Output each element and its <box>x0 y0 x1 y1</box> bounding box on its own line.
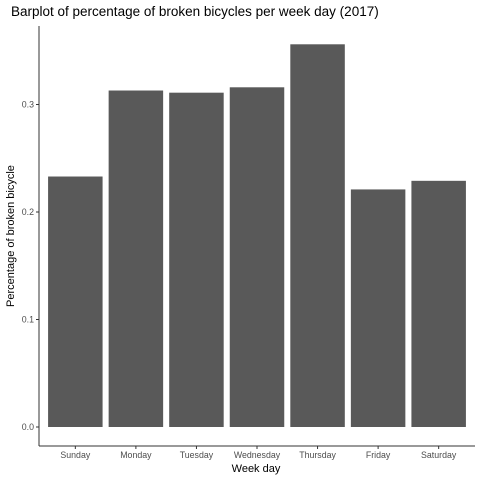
bar-sunday <box>48 176 103 427</box>
bar-saturday <box>411 180 466 427</box>
bar-wednesday <box>229 87 285 428</box>
x-tick-label-sunday: Sunday <box>60 450 90 460</box>
x-tick-label-monday: Monday <box>120 450 152 460</box>
x-tick-label-tuesday: Tuesday <box>180 450 214 460</box>
y-tick-label: 0.3 <box>22 100 34 110</box>
x-axis-ticks: Sunday Monday Tuesday Wednesday Thursday Frid… <box>60 446 457 460</box>
bar-thursday <box>290 44 345 428</box>
x-tick-label-friday: Friday <box>366 450 391 460</box>
y-axis-ticks: 0.0 0.1 0.2 0.3 <box>22 100 39 432</box>
bar-tuesday <box>169 92 224 428</box>
x-axis-label: Week day <box>232 463 281 475</box>
chart-title: Barplot of percentage of broken bicycles… <box>11 4 379 19</box>
y-tick-label: 0.1 <box>22 315 34 325</box>
bar-friday <box>350 189 406 427</box>
x-tick-label-saturday: Saturday <box>421 450 457 460</box>
bars-group <box>48 44 466 428</box>
y-axis-label: Percentage of broken bicycle <box>5 165 17 307</box>
y-tick-label: 0.0 <box>22 422 34 432</box>
bar-monday <box>108 90 164 428</box>
x-tick-label-thursday: Thursday <box>299 450 336 460</box>
y-tick-label: 0.2 <box>22 207 34 217</box>
x-tick-label-wednesday: Wednesday <box>234 450 281 460</box>
